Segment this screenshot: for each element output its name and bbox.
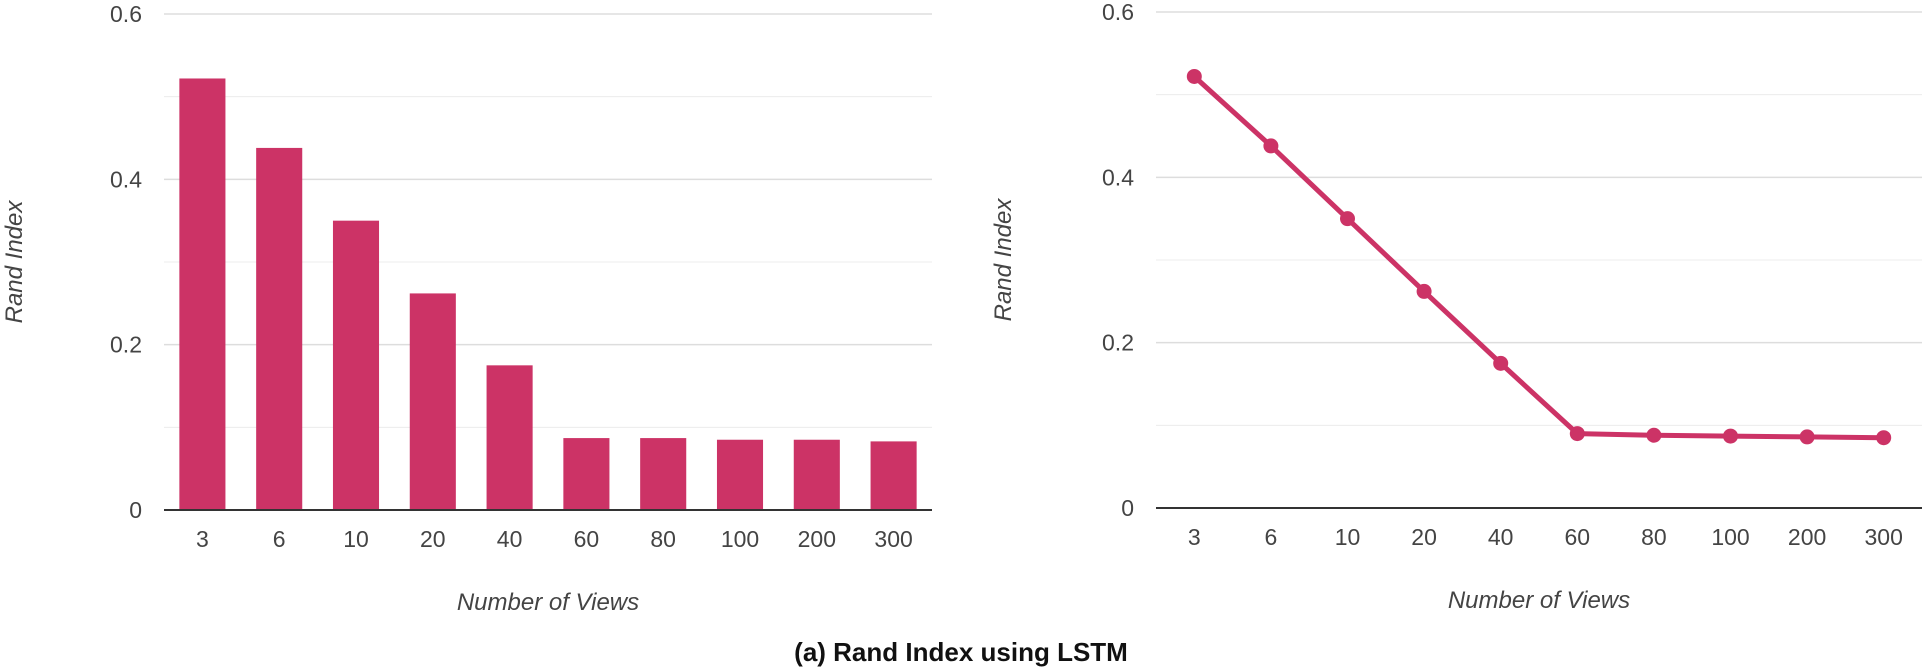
- x-tick-label: 6: [273, 526, 286, 552]
- y-tick-label: 0.4: [1102, 164, 1134, 190]
- x-tick-label: 300: [874, 526, 912, 552]
- line-chart-rand-index: 0 0.2 0.4 0.6 3 6 10 20 40 60 80 100 200 300 Number of…: [990, 0, 1922, 614]
- y-tick-label: 0: [129, 497, 142, 523]
- x-tick-label: 100: [721, 526, 759, 552]
- data-point: [1876, 430, 1892, 446]
- data-point: [1799, 429, 1815, 445]
- data-point: [1263, 138, 1279, 154]
- y-tick-label: 0.4: [110, 166, 142, 192]
- bar: [179, 78, 226, 510]
- y-tick-label: 0: [1121, 495, 1134, 521]
- bar: [793, 439, 840, 510]
- x-tick-label: 40: [1488, 524, 1514, 550]
- x-tick-label: 10: [343, 526, 369, 552]
- data-point: [1569, 426, 1585, 442]
- y-tick-label: 0.2: [1102, 330, 1134, 356]
- data-point: [1493, 355, 1509, 371]
- y-tick-label: 0.6: [110, 1, 142, 27]
- data-point: [1723, 428, 1738, 444]
- bar: [332, 220, 380, 510]
- x-tick-label: 100: [1711, 524, 1749, 550]
- x-tick-label: 200: [798, 526, 836, 552]
- bar-chart-rand-index: 0 0.2 0.4 0.6 3 6 10 20 40 60 80 100 200 300 Number of…: [1, 1, 932, 616]
- bar: [486, 365, 533, 510]
- x-tick-label: 10: [1335, 524, 1361, 550]
- data-point: [1646, 427, 1662, 443]
- series-line: [1192, 74, 1884, 441]
- x-tick-label: 60: [574, 526, 600, 552]
- figure-caption: (a) Rand Index using LSTM: [794, 637, 1128, 667]
- data-point: [1416, 283, 1432, 299]
- x-tick-label: 6: [1265, 524, 1278, 550]
- x-axis-title: Number of Views: [1448, 587, 1630, 614]
- bar: [563, 438, 610, 510]
- x-axis-title: Number of Views: [457, 589, 639, 616]
- x-tick-label: 80: [1641, 524, 1667, 550]
- bar: [409, 293, 456, 510]
- y-tick-label: 0.6: [1102, 0, 1134, 25]
- x-tick-label: 300: [1865, 524, 1903, 550]
- bar: [256, 147, 303, 511]
- x-tick-label: 200: [1788, 524, 1826, 550]
- x-tick-label: 20: [420, 526, 446, 552]
- x-tick-label: 40: [497, 526, 523, 552]
- bar: [640, 438, 687, 510]
- x-tick-label: 3: [196, 526, 209, 552]
- bar: [870, 441, 917, 510]
- x-tick-label: 3: [1188, 524, 1201, 550]
- bar: [716, 439, 764, 510]
- data-point: [1186, 68, 1202, 84]
- x-tick-label: 20: [1411, 524, 1437, 550]
- data-point: [1340, 211, 1355, 227]
- y-axis-title: Rand Index: [1, 200, 28, 324]
- y-axis-title: Rand Index: [990, 198, 1017, 322]
- y-tick-label: 0.2: [110, 332, 142, 358]
- x-tick-label: 60: [1565, 524, 1591, 550]
- x-tick-label: 80: [650, 526, 676, 552]
